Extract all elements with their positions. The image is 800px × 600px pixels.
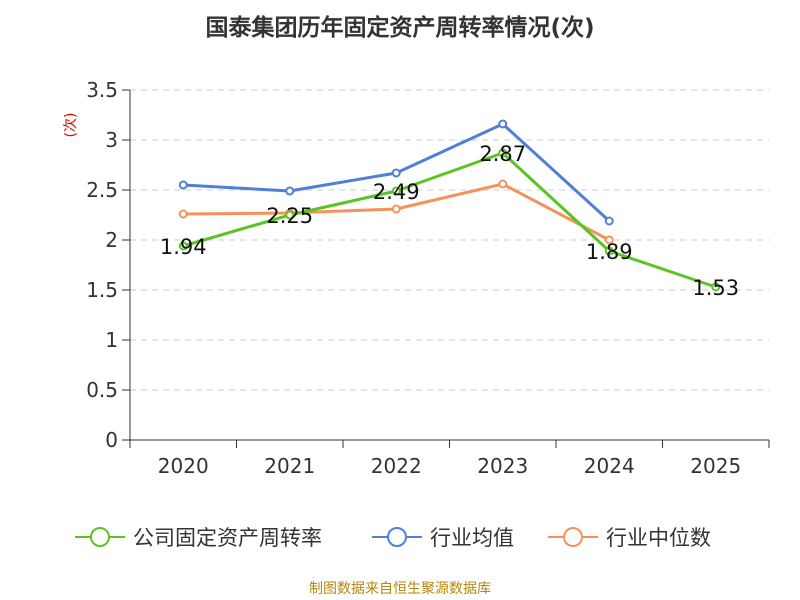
data-point	[604, 216, 614, 226]
data-point	[604, 235, 614, 245]
data-label: 1.53	[692, 276, 739, 300]
x-tick-label: 2024	[584, 454, 635, 478]
y-tick-label: 2	[105, 228, 118, 252]
x-tick-label: 2022	[371, 454, 422, 478]
legend-item-industry-median[interactable]: 行业中位数	[548, 520, 711, 554]
legend-item-industry-avg[interactable]: 行业均值	[372, 520, 514, 554]
series-1	[178, 119, 614, 226]
legend-marker-industry-median	[548, 527, 598, 547]
data-label: 1.94	[160, 235, 207, 259]
data-point	[178, 180, 188, 190]
data-point	[711, 282, 721, 292]
data-label: 1.89	[586, 240, 633, 264]
series-line	[182, 151, 717, 289]
data-label: 2.25	[266, 204, 313, 228]
y-tick-label: 0	[105, 428, 118, 452]
data-point	[498, 119, 508, 129]
data-point	[178, 241, 188, 251]
y-tick-label: 0.5	[86, 378, 118, 402]
data-point	[391, 204, 401, 214]
y-tick-label: 1.5	[86, 278, 118, 302]
y-axis-label: (次)	[63, 113, 79, 138]
data-point	[285, 210, 295, 220]
data-point	[285, 186, 295, 196]
legend-label-industry-avg: 行业均值	[430, 526, 514, 550]
x-tick-label: 2020	[158, 454, 209, 478]
data-point	[604, 246, 614, 256]
data-point	[391, 186, 401, 196]
series-0	[178, 148, 721, 292]
legend-item-company[interactable]: 公司固定资产周转率	[75, 520, 322, 554]
x-tick-label: 2021	[264, 454, 315, 478]
data-point	[498, 179, 508, 189]
chart-title: 国泰集团历年固定资产周转率情况(次)	[205, 15, 595, 41]
x-tick-label: 2025	[690, 454, 741, 478]
y-tick-label: 3.5	[86, 78, 118, 102]
legend-label-company: 公司固定资产周转率	[133, 526, 322, 550]
legend-marker-company	[75, 527, 125, 547]
legend-label-industry-median: 行业中位数	[606, 526, 711, 550]
data-point	[498, 148, 508, 158]
y-tick-label: 1	[105, 328, 118, 352]
data-source-note: 制图数据来自恒生聚源数据库	[309, 581, 491, 597]
data-label: 2.49	[373, 180, 420, 204]
y-tick-label: 3	[105, 128, 118, 152]
data-label: 2.87	[479, 142, 526, 166]
legend-marker-industry-avg	[372, 527, 422, 547]
data-point	[391, 168, 401, 178]
x-tick-label: 2023	[477, 454, 528, 478]
data-point	[178, 209, 188, 219]
y-tick-label: 2.5	[86, 178, 118, 202]
